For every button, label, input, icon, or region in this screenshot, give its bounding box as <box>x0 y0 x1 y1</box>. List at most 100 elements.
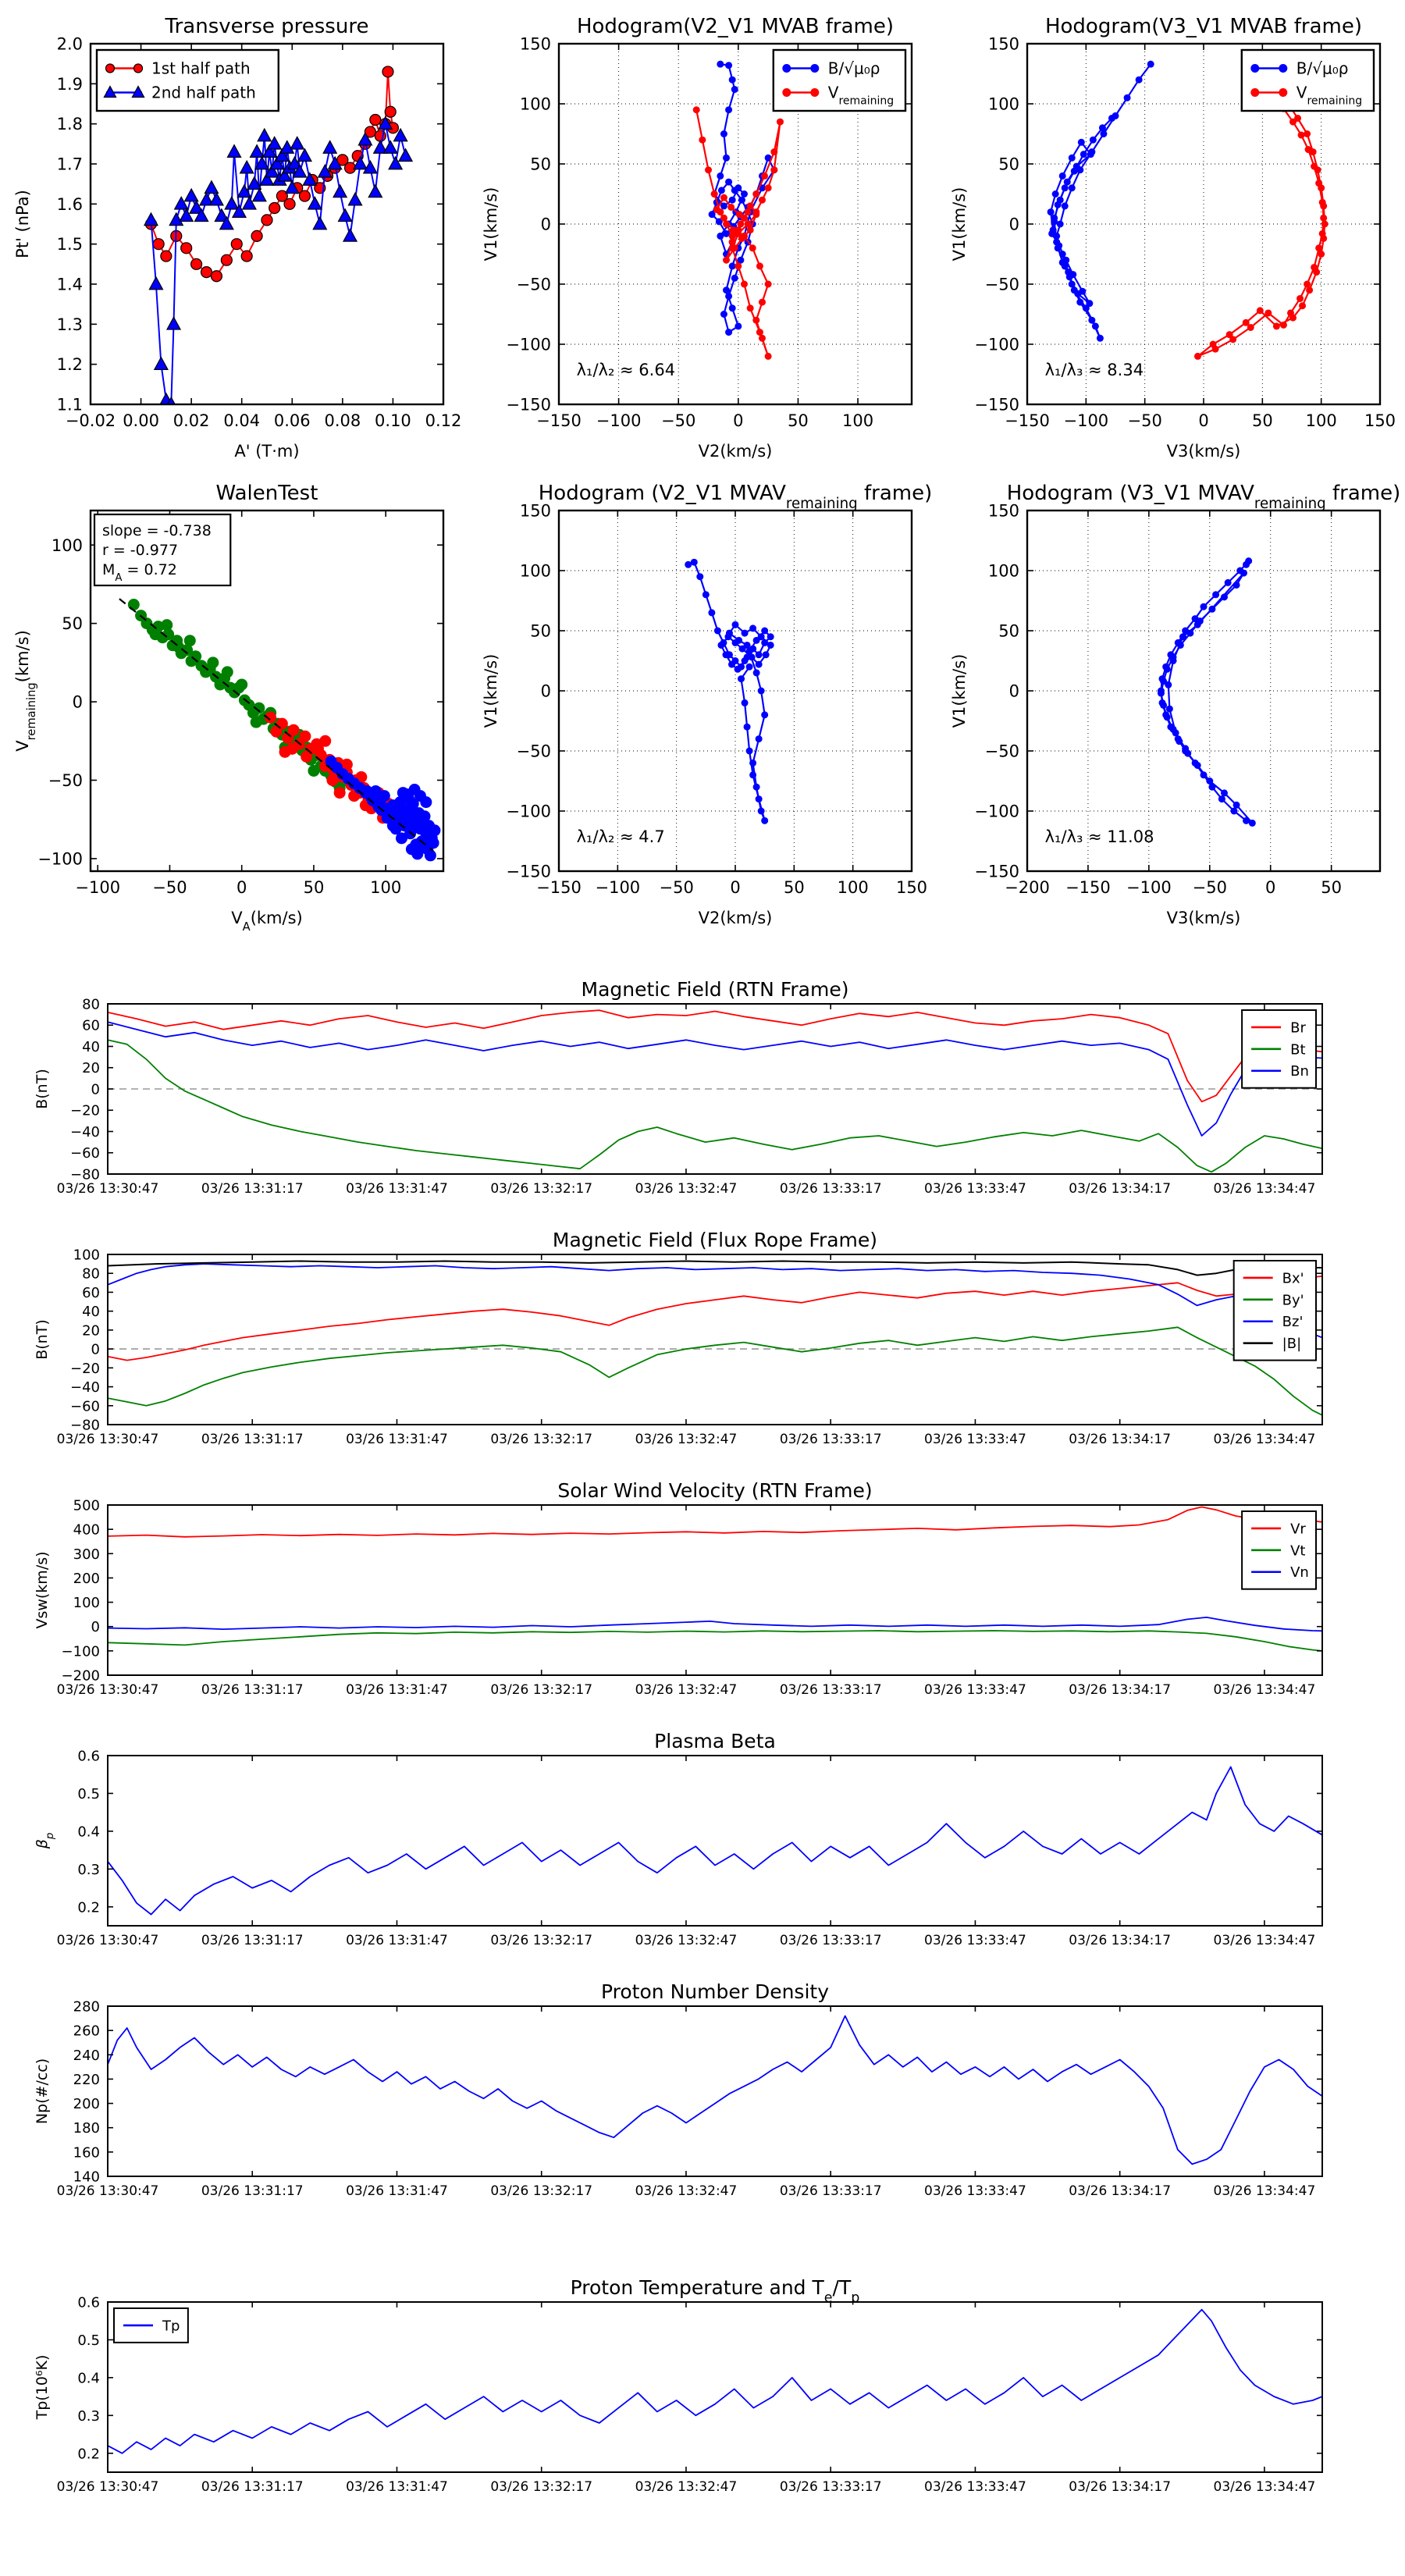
svg-text:0.3: 0.3 <box>77 1862 100 1878</box>
svg-text:0: 0 <box>730 878 740 897</box>
svg-text:03/26 13:30:47: 03/26 13:30:47 <box>57 2479 159 2495</box>
svg-text:0.04: 0.04 <box>223 411 260 430</box>
svg-text:0.12: 0.12 <box>425 411 462 430</box>
svg-text:Magnetic Field (Flux Rope Fram: Magnetic Field (Flux Rope Frame) <box>553 1229 877 1251</box>
chart-hodogram-v2v1-mvav: −150 −100 −50 0 50 100 150 −150 −100 −50 0 50 100 150… <box>473 476 932 934</box>
svg-text:0: 0 <box>73 693 83 712</box>
chart-transverse-pressure: −0.02 0.00 0.02 0.04 0.06 0.08 0.10 0.12 1.1 1.2 1… <box>5 9 464 467</box>
svg-text:B(nT): B(nT) <box>34 1069 51 1109</box>
svg-text:1.9: 1.9 <box>57 75 83 94</box>
svg-text:03/26 13:32:17: 03/26 13:32:17 <box>490 1432 592 1447</box>
svg-text:0.2: 0.2 <box>77 2446 100 2462</box>
svg-text:Proton Number Density: Proton Number Density <box>601 1980 829 2003</box>
svg-text:0.02: 0.02 <box>173 411 210 430</box>
svg-text:03/26 13:31:47: 03/26 13:31:47 <box>346 2183 448 2199</box>
svg-text:03/26 13:33:17: 03/26 13:33:17 <box>780 1682 882 1698</box>
svg-text:Bt: Bt <box>1290 1041 1305 1058</box>
svg-text:150: 150 <box>896 878 927 897</box>
svg-text:Solar Wind Velocity (RTN Frame: Solar Wind Velocity (RTN Frame) <box>557 1479 872 1502</box>
svg-text:V2(km/s): V2(km/s) <box>699 909 773 927</box>
svg-text:0.00: 0.00 <box>123 411 159 430</box>
svg-text:03/26 13:33:47: 03/26 13:33:47 <box>924 2183 1026 2199</box>
svg-text:03/26 13:30:47: 03/26 13:30:47 <box>57 1432 159 1447</box>
svg-text:−20: −20 <box>70 1361 100 1377</box>
svg-text:150: 150 <box>520 502 551 521</box>
svg-text:300: 300 <box>73 1546 100 1563</box>
svg-text:−100: −100 <box>75 878 120 897</box>
svg-text:150: 150 <box>1364 411 1396 430</box>
svg-text:03/26 13:32:47: 03/26 13:32:47 <box>635 1933 738 1948</box>
svg-text:1.1: 1.1 <box>57 396 83 415</box>
svg-text:03/26 13:34:17: 03/26 13:34:17 <box>1069 2479 1171 2495</box>
svg-text:50: 50 <box>788 411 809 430</box>
chart-hodogram-v2v1-mvab: −150 −100 −50 0 50 100 −150 −100 −50 0 50 100 150 Hod… <box>473 9 932 467</box>
svg-text:Vremaining: Vremaining <box>1297 84 1362 108</box>
svg-text:03/26 13:31:17: 03/26 13:31:17 <box>201 1682 304 1698</box>
svg-text:03/26 13:34:17: 03/26 13:34:17 <box>1069 1432 1171 1447</box>
chart-hodogram-v3v1-mvav: −200 −150 −100 −50 0 50 −150 −100 −50 0 50 100 150 Ho… <box>941 476 1400 934</box>
svg-text:−40: −40 <box>70 1379 100 1396</box>
svg-text:A' (T·m): A' (T·m) <box>234 442 299 461</box>
svg-text:03/26 13:34:47: 03/26 13:34:47 <box>1214 1933 1316 1948</box>
svg-text:−100: −100 <box>974 336 1019 354</box>
svg-text:−100: −100 <box>596 411 642 430</box>
svg-text:03/26 13:34:47: 03/26 13:34:47 <box>1214 2183 1316 2199</box>
svg-text:50: 50 <box>784 878 805 897</box>
chart-hodogram-v3v1-mvab: −150 −100 −50 0 50 100 150 −150 −100 −50 0 50 100 150… <box>941 9 1400 467</box>
svg-text:0: 0 <box>237 878 247 897</box>
svg-text:−20: −20 <box>70 1103 100 1119</box>
svg-text:λ₁/λ₂ ≈ 4.7: λ₁/λ₂ ≈ 4.7 <box>577 827 665 846</box>
svg-text:0: 0 <box>1009 682 1019 701</box>
svg-text:100: 100 <box>370 878 401 897</box>
svg-text:Plasma Beta: Plasma Beta <box>654 1730 776 1752</box>
svg-text:03/26 13:30:47: 03/26 13:30:47 <box>57 1682 159 1698</box>
svg-text:03/26 13:32:17: 03/26 13:32:17 <box>490 2479 592 2495</box>
svg-text:100: 100 <box>73 1595 100 1611</box>
chart-proton-number-density: 03/26 13:30:47 03/26 13:31:17 03/26 13:31:… <box>0 1980 1405 2223</box>
chart-walen-test: −100 −50 0 50 100 −100 −50 0 50 100 WalenTest VA(km… <box>5 476 464 934</box>
svg-text:−0.02: −0.02 <box>66 411 116 430</box>
svg-text:Pt' (nPa): Pt' (nPa) <box>13 190 32 258</box>
svg-text:2nd half path: 2nd half path <box>151 84 256 102</box>
svg-text:Hodogram (V2_V1 MVAVremaining: Hodogram (V2_V1 MVAVremaining frame) <box>539 482 932 512</box>
svg-text:03/26 13:33:47: 03/26 13:33:47 <box>924 1933 1026 1948</box>
svg-text:−50: −50 <box>152 878 187 897</box>
svg-text:400: 400 <box>73 1522 100 1539</box>
svg-text:−60: −60 <box>70 1145 100 1162</box>
svg-text:1.6: 1.6 <box>57 195 83 214</box>
svg-text:−100: −100 <box>1063 411 1108 430</box>
svg-text:1.4: 1.4 <box>57 276 83 294</box>
svg-text:Hodogram(V2_V1 MVAB frame): Hodogram(V2_V1 MVAB frame) <box>577 15 894 38</box>
svg-text:03/26 13:32:17: 03/26 13:32:17 <box>490 1682 592 1698</box>
svg-text:03/26 13:32:47: 03/26 13:32:47 <box>635 1181 738 1197</box>
svg-text:60: 60 <box>82 1285 100 1301</box>
svg-text:03/26 13:32:17: 03/26 13:32:17 <box>490 2183 592 2199</box>
svg-text:λ₁/λ₂ ≈ 6.64: λ₁/λ₂ ≈ 6.64 <box>577 361 675 379</box>
svg-text:Vr: Vr <box>1290 1521 1306 1537</box>
svg-text:03/26 13:31:47: 03/26 13:31:47 <box>346 2479 448 2495</box>
svg-text:03/26 13:34:47: 03/26 13:34:47 <box>1214 1181 1316 1197</box>
svg-text:0.5: 0.5 <box>77 1786 100 1802</box>
svg-text:50: 50 <box>530 622 551 641</box>
chart-solar-wind-velocity: 03/26 13:30:47 03/26 13:31:17 03/26 13:31:… <box>0 1478 1405 1722</box>
svg-text:−150: −150 <box>536 878 582 897</box>
svg-text:MA = 0.72: MA = 0.72 <box>102 561 177 584</box>
svg-text:03/26 13:33:17: 03/26 13:33:17 <box>780 1181 882 1197</box>
svg-text:03/26 13:33:17: 03/26 13:33:17 <box>780 1432 882 1447</box>
svg-text:Np(#/cc): Np(#/cc) <box>34 2058 51 2124</box>
svg-text:100: 100 <box>73 1247 100 1263</box>
svg-text:−100: −100 <box>62 1643 100 1660</box>
svg-text:03/26 13:31:17: 03/26 13:31:17 <box>201 1181 304 1197</box>
svg-text:−100: −100 <box>37 849 83 868</box>
svg-text:03/26 13:31:47: 03/26 13:31:47 <box>346 1432 448 1447</box>
svg-text:0.6: 0.6 <box>77 1748 100 1764</box>
svg-text:0.06: 0.06 <box>274 411 311 430</box>
svg-text:Tp(10⁶K): Tp(10⁶K) <box>34 2355 51 2421</box>
svg-text:03/26 13:30:47: 03/26 13:30:47 <box>57 1181 159 1197</box>
svg-text:100: 100 <box>838 878 869 897</box>
svg-text:03/26 13:33:17: 03/26 13:33:17 <box>780 2183 882 2199</box>
svg-text:260: 260 <box>73 2023 100 2040</box>
svg-text:V1(km/s): V1(km/s) <box>482 654 500 728</box>
svg-text:0: 0 <box>91 1619 100 1635</box>
